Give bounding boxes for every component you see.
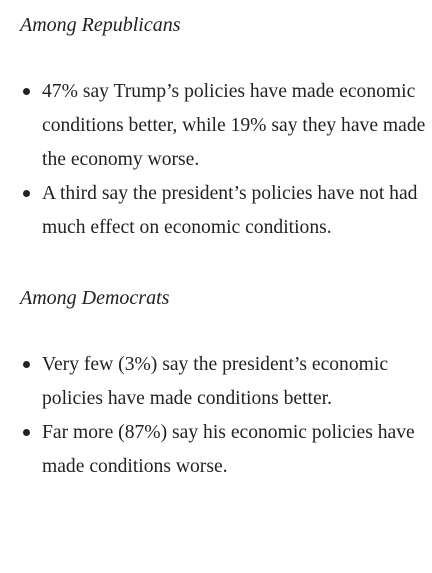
list-item: 47% say Trump’s policies have made econo… bbox=[20, 75, 432, 177]
bullet-list-republicans: 47% say Trump’s policies have made econo… bbox=[20, 75, 432, 245]
bullet-icon bbox=[23, 361, 30, 368]
bullet-text: Far more (87%) say his economic policies… bbox=[42, 422, 415, 477]
bullet-icon bbox=[23, 190, 30, 197]
bullet-list-democrats: Very few (3%) say the president’s econom… bbox=[20, 348, 432, 484]
section-heading-republicans: Among Republicans bbox=[20, 14, 181, 36]
bullet-text: Very few (3%) say the president’s econom… bbox=[42, 354, 389, 409]
bullet-text: 47% say Trump’s policies have made econo… bbox=[42, 81, 426, 170]
list-item: Far more (87%) say his economic policies… bbox=[20, 416, 432, 484]
bullet-icon bbox=[23, 88, 30, 95]
bullet-icon bbox=[23, 429, 30, 436]
article-body: Among Republicans 47% say Trump’s polici… bbox=[0, 8, 432, 484]
bullet-text: A third say the president’s policies hav… bbox=[42, 183, 418, 238]
section-heading-democrats: Among Democrats bbox=[20, 287, 170, 309]
list-item: A third say the president’s policies hav… bbox=[20, 177, 432, 245]
list-item: Very few (3%) say the president’s econom… bbox=[20, 348, 432, 416]
